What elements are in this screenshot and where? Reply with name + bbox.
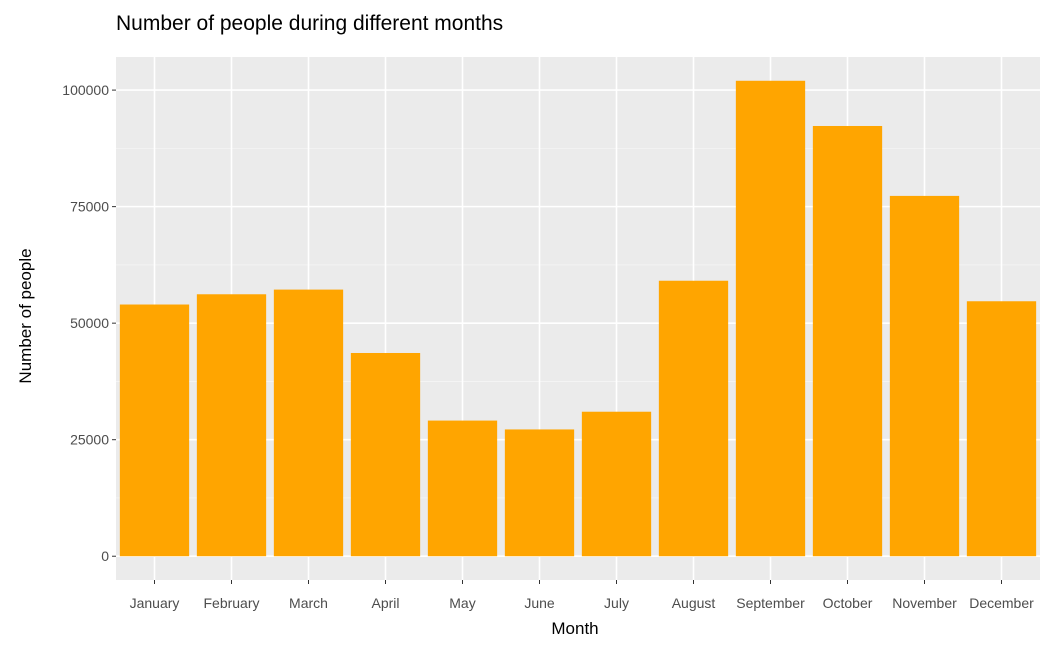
bar-september bbox=[735, 80, 806, 557]
y-tick-label: 100000 bbox=[62, 82, 109, 98]
bar-december bbox=[966, 301, 1037, 557]
x-axis-ticks: January February March April May June July Augu… bbox=[130, 580, 1034, 611]
y-axis-ticks: 0 25000 50000 75000 100000 bbox=[62, 82, 116, 564]
bar-june bbox=[504, 429, 575, 557]
bar-february bbox=[196, 294, 267, 557]
y-tick-label: 50000 bbox=[70, 315, 109, 331]
x-tick-label-july: July bbox=[604, 595, 629, 611]
x-tick-label-august: August bbox=[672, 595, 716, 611]
bar-march bbox=[273, 289, 344, 557]
x-tick-label-november: November bbox=[892, 595, 957, 611]
x-axis-title: Month bbox=[551, 619, 598, 638]
y-tick-label: 25000 bbox=[70, 432, 109, 448]
panel-background bbox=[116, 57, 1040, 580]
x-tick-label-september: September bbox=[736, 595, 805, 611]
bar-april bbox=[350, 352, 421, 557]
bar-october bbox=[812, 125, 883, 557]
bar-november bbox=[889, 195, 960, 557]
y-tick-label: 0 bbox=[101, 548, 109, 564]
bar-may bbox=[427, 420, 498, 557]
bar-july bbox=[581, 411, 652, 557]
x-tick-label-february: February bbox=[203, 595, 259, 611]
x-tick-label-june: June bbox=[524, 595, 555, 611]
x-tick-label-october: October bbox=[823, 595, 873, 611]
y-axis-title: Number of people bbox=[16, 248, 35, 383]
bars bbox=[119, 80, 1037, 557]
bar-august bbox=[658, 280, 729, 557]
x-tick-label-january: January bbox=[130, 595, 180, 611]
chart-title: Number of people during different months bbox=[116, 12, 503, 35]
bar-january bbox=[119, 304, 190, 557]
x-tick-label-may: May bbox=[449, 595, 475, 611]
x-tick-label-march: March bbox=[289, 595, 328, 611]
x-tick-label-april: April bbox=[371, 595, 399, 611]
x-tick-label-december: December bbox=[969, 595, 1034, 611]
y-tick-label: 75000 bbox=[70, 199, 109, 215]
plot-panel bbox=[116, 57, 1040, 580]
